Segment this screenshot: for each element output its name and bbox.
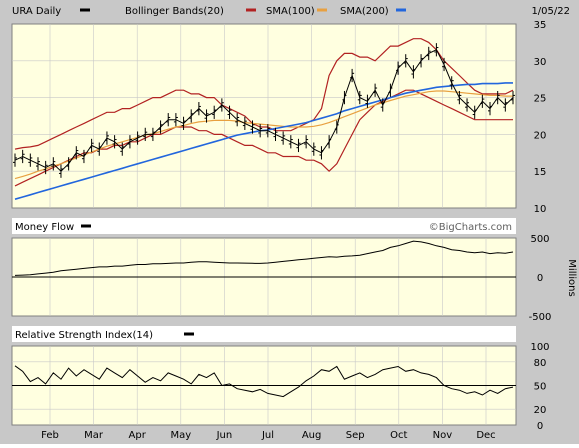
- x-tick-label: Mar: [84, 430, 104, 441]
- sma200-label: SMA(200): [340, 6, 389, 17]
- x-tick-label: May: [170, 430, 191, 441]
- x-tick-label: Jun: [216, 430, 233, 441]
- money-flow-unit-label: Millions: [566, 259, 577, 296]
- x-tick-label: Feb: [41, 430, 59, 441]
- chart-header: URA Daily Bollinger Bands(20) SMA(100) S…: [12, 6, 570, 17]
- bollinger-label: Bollinger Bands(20): [125, 6, 224, 17]
- y-tick-label: 15: [534, 167, 547, 178]
- x-tick-label: Aug: [302, 430, 322, 441]
- money-flow-title-strip: Money Flow ©BigCharts.com: [12, 218, 516, 234]
- x-tick-label: Jul: [261, 430, 274, 441]
- rsi-line: [14, 365, 514, 398]
- ticker-label: URA Daily: [12, 6, 61, 17]
- y-tick-label: 25: [534, 94, 547, 105]
- y-tick-label: 20: [534, 405, 547, 416]
- y-tick-label: 10: [534, 204, 547, 215]
- chart-date: 1/05/22: [531, 6, 570, 17]
- series-line-3: [14, 90, 513, 180]
- y-tick-label: 50: [534, 382, 547, 393]
- sma100-label: SMA(100): [266, 6, 315, 17]
- money-flow-series-layer: [12, 240, 516, 278]
- money-flow-line: [14, 240, 514, 276]
- y-tick-label: -500: [529, 312, 552, 323]
- x-tick-label: Oct: [390, 430, 407, 441]
- y-tick-label: 30: [534, 57, 547, 68]
- y-tick-label: 80: [534, 358, 547, 369]
- x-tick-label: Sep: [346, 430, 365, 441]
- y-tick-label: 0: [537, 273, 543, 284]
- y-tick-label: 20: [534, 130, 547, 141]
- rsi-title-strip: Relative Strength Index(14): [12, 326, 516, 342]
- rsi-title: Relative Strength Index(14): [15, 330, 153, 341]
- money-flow-title-bg: [12, 218, 516, 234]
- x-tick-label: Apr: [129, 430, 147, 441]
- rsi-series-layer: [12, 365, 516, 398]
- y-tick-label: 35: [534, 20, 547, 31]
- price-panel: [11, 23, 517, 209]
- price-series-layer: [13, 38, 515, 200]
- watermark: ©BigCharts.com: [429, 222, 512, 233]
- series-line-1: [14, 38, 514, 150]
- x-tick-label: Dec: [476, 430, 495, 441]
- money-flow-title: Money Flow: [15, 222, 74, 233]
- tick-labels-layer: Feb Mar Apr May Jun Jul Aug Sep Oct Nov Dec 10 15 20 2…: [41, 20, 551, 441]
- rsi-title-bg: [12, 326, 516, 342]
- x-tick-label: Nov: [433, 430, 453, 441]
- price-series-line: [14, 49, 514, 172]
- y-tick-label: 500: [530, 234, 549, 245]
- y-tick-label: 100: [530, 342, 549, 353]
- y-tick-label: 0: [537, 421, 543, 432]
